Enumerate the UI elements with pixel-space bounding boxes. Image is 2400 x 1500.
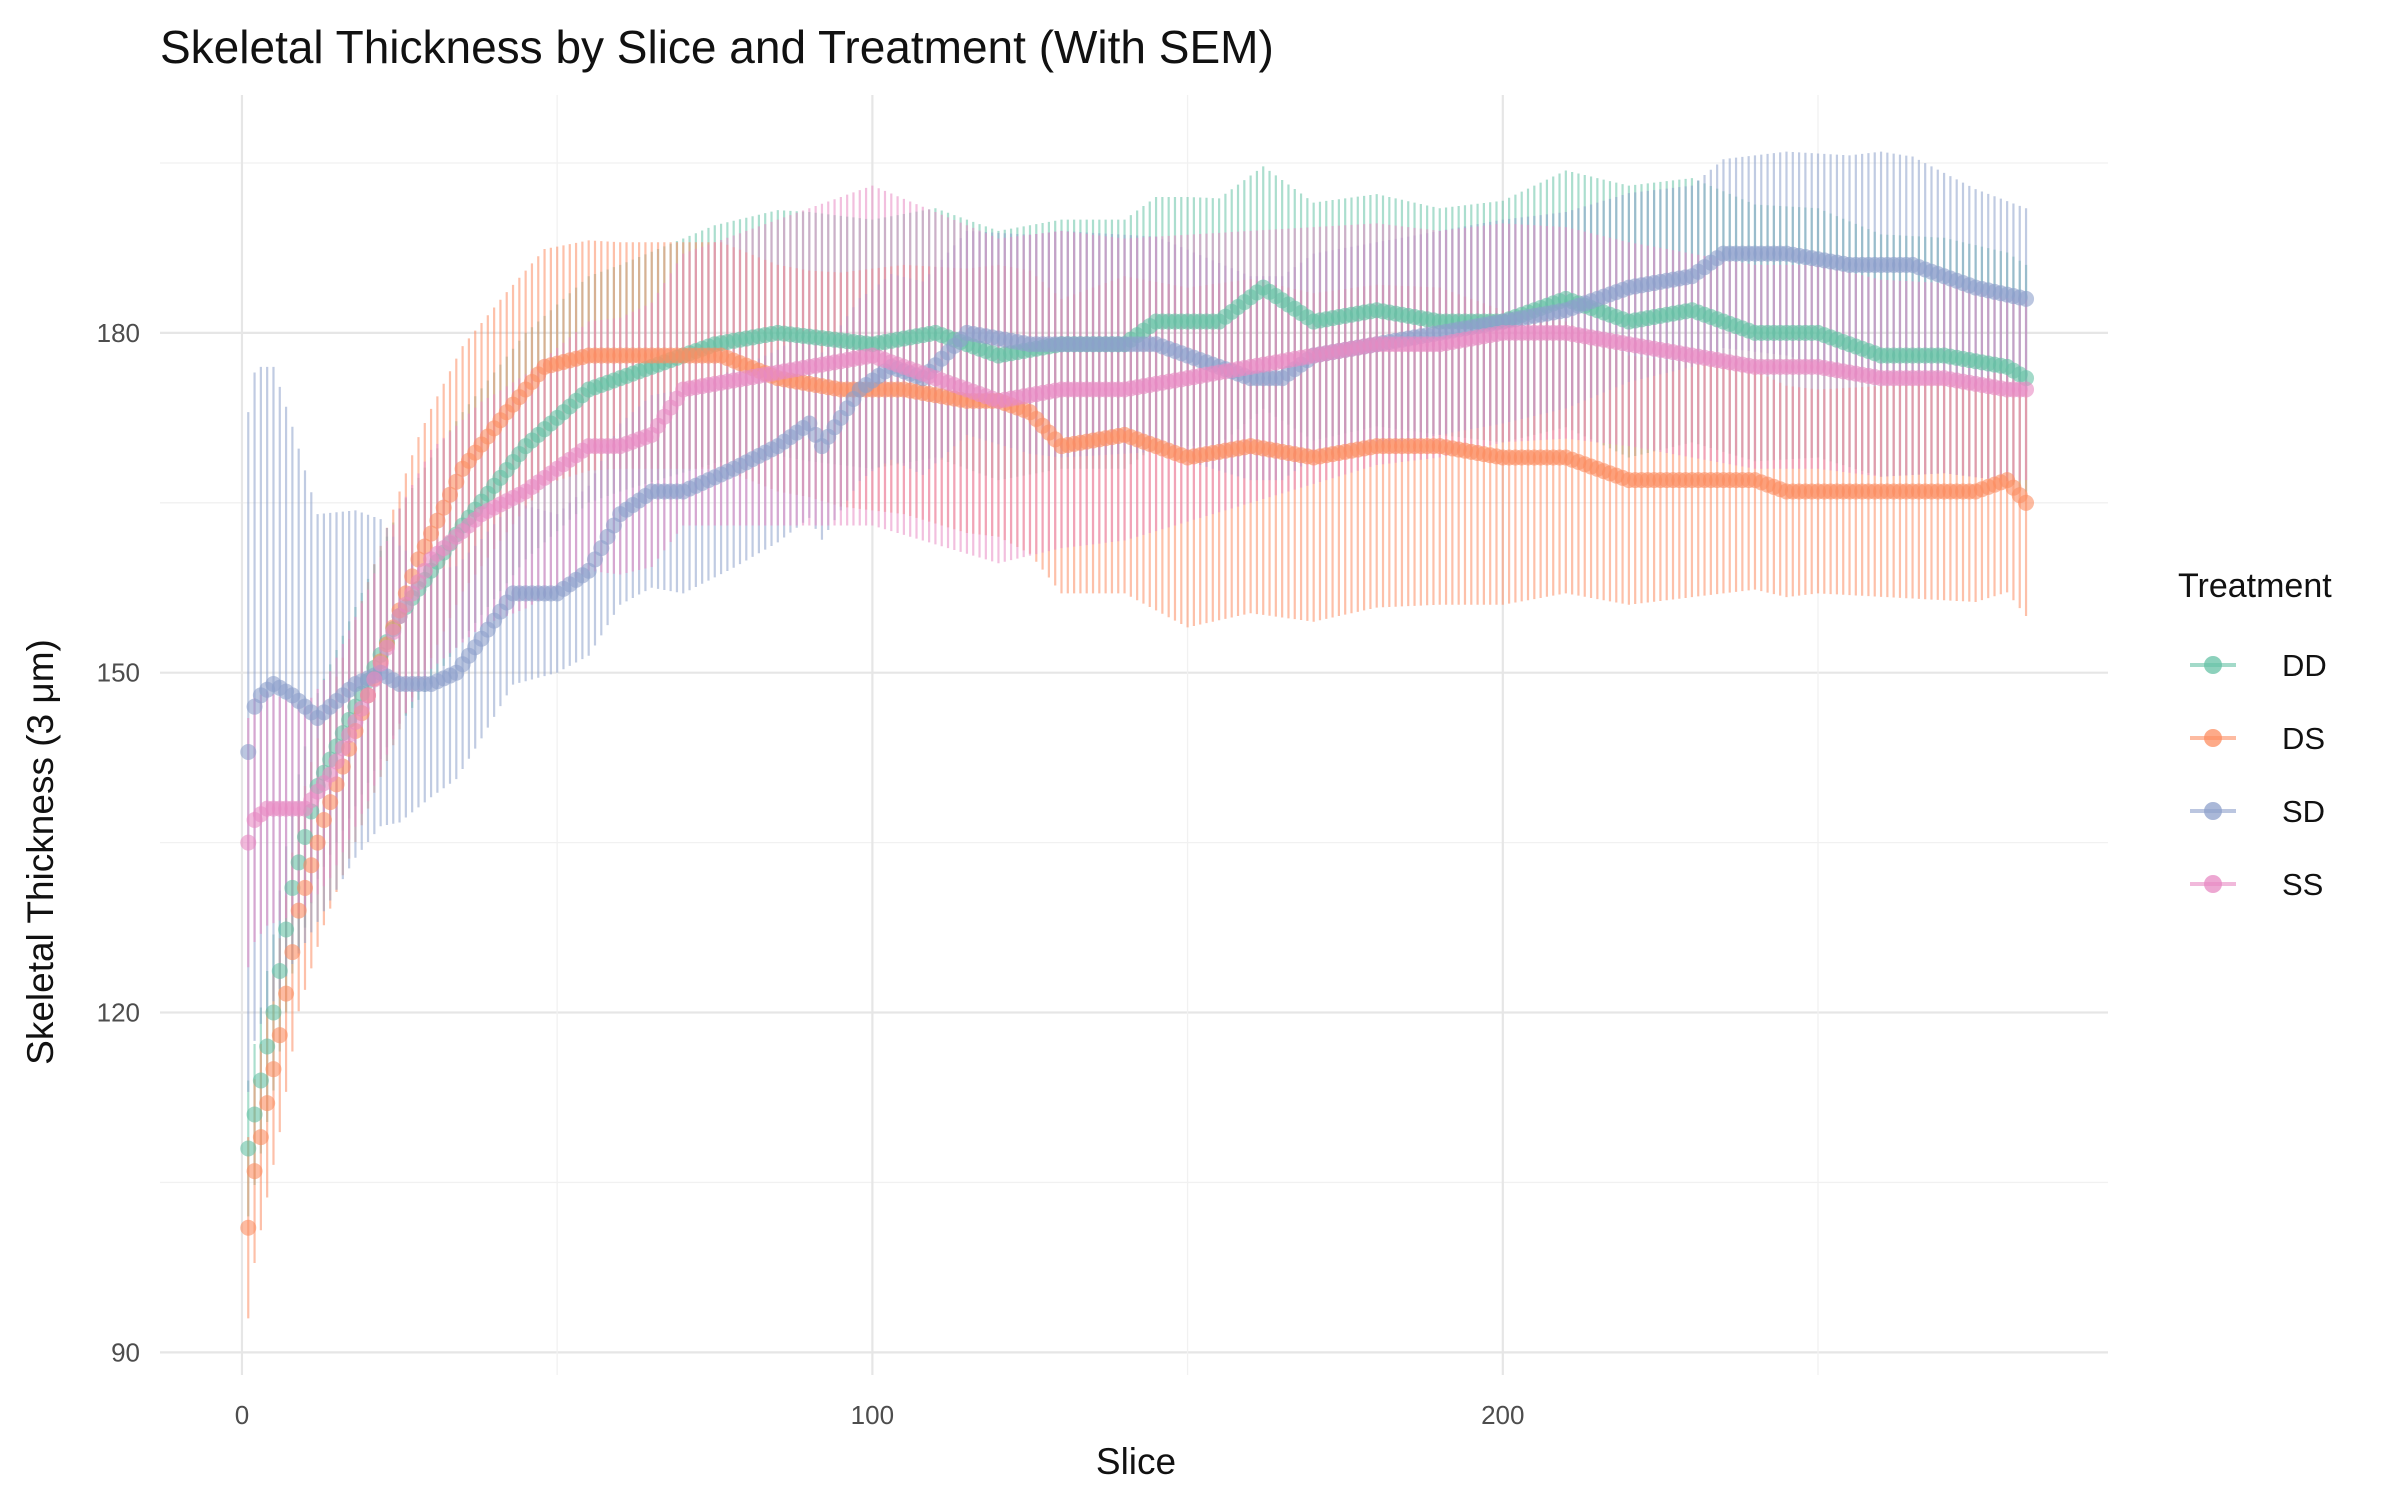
legend-item-DD: DD (2190, 648, 2327, 683)
legend-label: SS (2282, 867, 2323, 902)
data-point (353, 700, 370, 717)
grid (160, 95, 2108, 1375)
data-point (347, 713, 364, 730)
data-point (378, 639, 395, 656)
data-point (315, 811, 332, 828)
data-point (271, 962, 288, 979)
data-point (341, 727, 358, 743)
data-point (240, 834, 257, 851)
legend-label: DS (2282, 721, 2325, 756)
data-point (271, 1027, 288, 1044)
data-point (240, 1140, 257, 1157)
legend-key-dot (2204, 656, 2222, 674)
x-tick-label: 0 (235, 1400, 249, 1430)
data-point (284, 944, 301, 961)
data-point (372, 655, 389, 672)
y-tick-label: 180 (97, 318, 140, 348)
x-tick-label: 100 (851, 1400, 894, 1430)
data-point (259, 1038, 276, 1055)
data-point (290, 854, 307, 871)
series-lines (240, 245, 2035, 1236)
data-point (328, 753, 345, 770)
data-point (278, 985, 295, 1002)
data-point (252, 1072, 269, 1089)
data-point (334, 740, 351, 757)
data-point (423, 525, 440, 542)
data-point (303, 857, 320, 874)
data-point (360, 687, 377, 704)
data-point (2018, 290, 2035, 307)
legend-item-SS: SS (2190, 867, 2323, 902)
data-point (252, 1129, 269, 1146)
legend-key-dot (2204, 875, 2222, 893)
data-point (435, 499, 452, 516)
legend-item-DS: DS (2190, 721, 2325, 756)
data-point (322, 766, 339, 783)
chart-title: Skeletal Thickness by Slice and Treatmen… (160, 21, 1274, 73)
data-point (240, 743, 257, 760)
data-point (366, 671, 383, 688)
tick-labels: 0 100 200 90 120 150 180 (97, 318, 1525, 1430)
data-point (296, 879, 313, 896)
series-SS (240, 324, 2035, 851)
data-point (296, 828, 313, 845)
data-point (265, 1061, 282, 1078)
data-point (2018, 381, 2035, 398)
data-point (309, 834, 326, 851)
data-point (259, 1095, 276, 1112)
legend: Treatment DD DS SD SS (2178, 567, 2332, 902)
series-SD (240, 245, 2035, 760)
data-point (322, 794, 339, 811)
data-point (265, 1004, 282, 1021)
data-point (278, 921, 295, 938)
data-point (385, 623, 402, 640)
y-tick-label: 150 (97, 658, 140, 688)
legend-key-dot (2204, 802, 2222, 820)
data-point (246, 1163, 263, 1180)
data-point (441, 486, 458, 503)
data-point (448, 473, 465, 490)
data-point (416, 538, 433, 555)
data-point (246, 1106, 263, 1123)
data-point (290, 902, 307, 919)
data-point (284, 879, 301, 896)
x-axis-title: Slice (1096, 1441, 1176, 1482)
y-tick-label: 120 (97, 998, 140, 1028)
legend-item-SD: SD (2190, 794, 2325, 829)
data-point (429, 512, 446, 529)
y-tick-label: 90 (111, 1337, 140, 1367)
legend-key-dot (2204, 729, 2222, 747)
data-point (240, 1219, 257, 1236)
legend-title: Treatment (2178, 567, 2332, 605)
x-tick-label: 200 (1481, 1400, 1524, 1430)
y-axis-title: Skeletal Thickness (3 μm) (20, 639, 61, 1065)
data-point (2018, 494, 2035, 511)
legend-label: DD (2282, 648, 2327, 683)
legend-items: DD DS SD SS (2190, 648, 2327, 902)
legend-label: SD (2282, 794, 2325, 829)
